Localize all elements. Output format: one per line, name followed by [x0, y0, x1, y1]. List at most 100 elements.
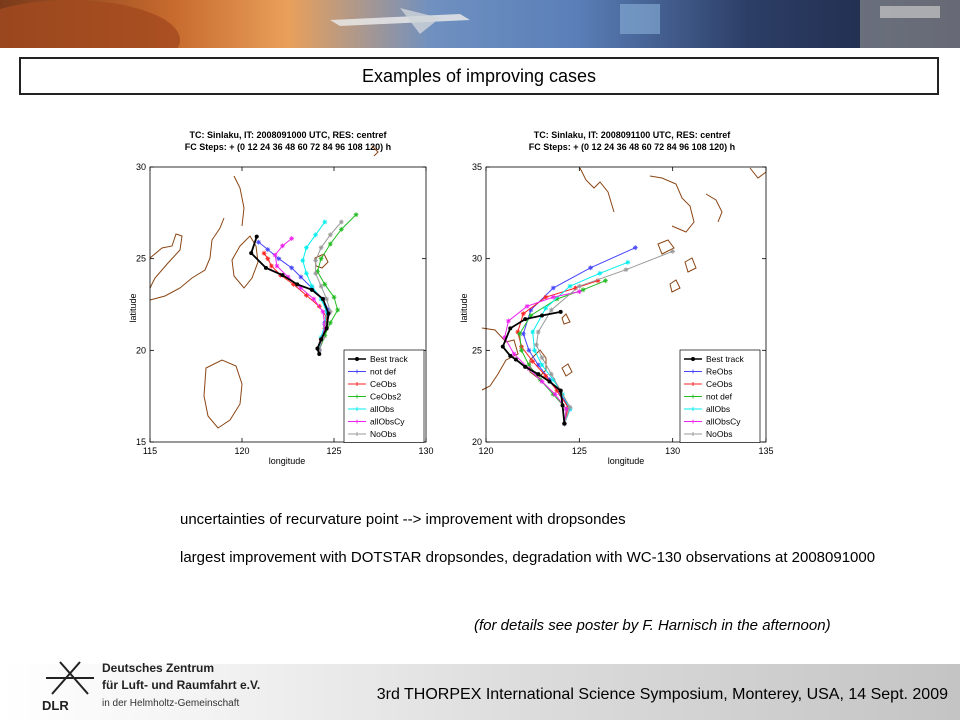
logo-line-3: in der Helmholtz-Gemeinschaft: [102, 698, 239, 709]
details-note: (for details see poster by F. Harnisch i…: [474, 617, 831, 634]
series-point: [320, 297, 325, 301]
legend-marker: [355, 357, 359, 361]
chart-right-ylabel: latitude: [459, 293, 469, 322]
series-point: [327, 320, 333, 326]
footer-bar: [0, 664, 960, 720]
series-point: [588, 265, 593, 271]
series-point: [576, 283, 582, 289]
chart-left-plot-frame: [149, 166, 427, 443]
legend-marker: [691, 419, 695, 424]
note-2: largest improvement with DOTSTAR dropson…: [180, 549, 876, 566]
series-point: [539, 362, 545, 368]
series-point: [540, 313, 544, 318]
legend-label: allObs: [706, 404, 730, 414]
series-point: [338, 219, 344, 225]
series-point: [326, 311, 331, 316]
series-point: [554, 388, 560, 394]
chart-right-series: [500, 245, 676, 427]
series-point: [285, 274, 291, 280]
series-point: [304, 245, 309, 251]
series-point: [543, 373, 549, 379]
series-point: [295, 282, 300, 287]
chart-left-series: [249, 212, 359, 356]
series-point: [547, 379, 552, 384]
y-tick-label: 25: [136, 254, 146, 264]
y-tick-label: 35: [472, 162, 482, 172]
y-tick-label: 20: [136, 345, 146, 355]
series-point: [331, 294, 337, 300]
series-point: [515, 329, 521, 335]
series-point: [548, 307, 554, 313]
series-point: [543, 305, 549, 311]
series-point: [280, 243, 285, 249]
series-point: [269, 263, 274, 269]
legend-label: not def: [706, 392, 733, 402]
chart-right-xlabel: longitude: [608, 456, 645, 466]
legend-label: allObs: [370, 404, 394, 414]
legend-marker: [691, 357, 695, 361]
series-point: [513, 357, 518, 362]
series-point: [249, 251, 254, 256]
legend-marker: [355, 394, 359, 399]
series-point: [535, 329, 541, 335]
series-point: [535, 362, 541, 368]
series-point: [338, 226, 344, 232]
x-tick-label: 120: [234, 446, 249, 456]
chart-left-xlabel: longitude: [269, 456, 306, 466]
series-point: [580, 287, 586, 293]
chart-right-title: TC: Sinlaku, IT: 2008091100 UTC, RES: ce…: [534, 130, 732, 140]
series-point: [309, 283, 315, 289]
footer-text: 3rd THORPEX International Science Sympos…: [376, 686, 948, 703]
slide-title: Examples of improving cases: [19, 57, 939, 95]
series-point: [289, 265, 295, 271]
chart-left-ylabel: latitude: [128, 293, 138, 322]
chart-right-plot-frame: [485, 166, 767, 443]
series-point: [511, 351, 517, 357]
series-point: [265, 256, 271, 262]
y-tick-label: 15: [136, 437, 146, 447]
series-point: [539, 355, 545, 361]
series-point: [550, 294, 556, 300]
series-point: [526, 362, 532, 368]
series-point: [563, 406, 569, 412]
legend-label: not def: [370, 367, 397, 377]
series-point: [528, 313, 534, 318]
series-point: [313, 258, 318, 263]
series-point: [520, 331, 526, 337]
legend-label: Best track: [370, 354, 409, 364]
series-point: [322, 219, 328, 225]
legend-label: Best track: [706, 354, 745, 364]
series-point: [324, 314, 330, 320]
dlr-logo: DLR Deutsches Zentrum für Luft- und Raum…: [42, 661, 260, 713]
series-point: [289, 236, 295, 241]
series-point: [300, 258, 306, 263]
series-point: [517, 331, 522, 337]
series-point: [318, 256, 324, 262]
x-tick-label: 130: [665, 446, 680, 456]
series-point: [272, 252, 278, 258]
series-point: [322, 333, 328, 339]
series-point: [562, 421, 567, 426]
chart-right-ticks: 120 125 130 135 20 25 30 35: [472, 162, 774, 456]
series-point: [625, 259, 631, 265]
legend-label: allObsCy: [370, 417, 405, 427]
series-point: [263, 265, 268, 270]
series-point: [304, 270, 309, 276]
legend-label: ReObs: [706, 367, 732, 377]
series-point: [276, 256, 282, 262]
x-tick-label: 125: [572, 446, 587, 456]
legend-label: CeObs: [706, 379, 732, 389]
series-line: [522, 247, 636, 424]
series-point: [313, 232, 318, 238]
series-point: [534, 342, 539, 348]
legend-marker: [691, 432, 695, 436]
series-point: [280, 273, 285, 278]
chart-right-legend: Best track ReObs CeObs not def allObs allObsC…: [679, 349, 761, 443]
series-point: [315, 269, 320, 274]
series-line: [263, 252, 328, 351]
series-point: [298, 285, 304, 291]
series-point: [506, 318, 511, 324]
chart-right: TC: Sinlaku, IT: 2008091100 UTC, RES: ce…: [459, 130, 774, 466]
series-point: [324, 296, 330, 302]
series-point: [265, 247, 271, 252]
